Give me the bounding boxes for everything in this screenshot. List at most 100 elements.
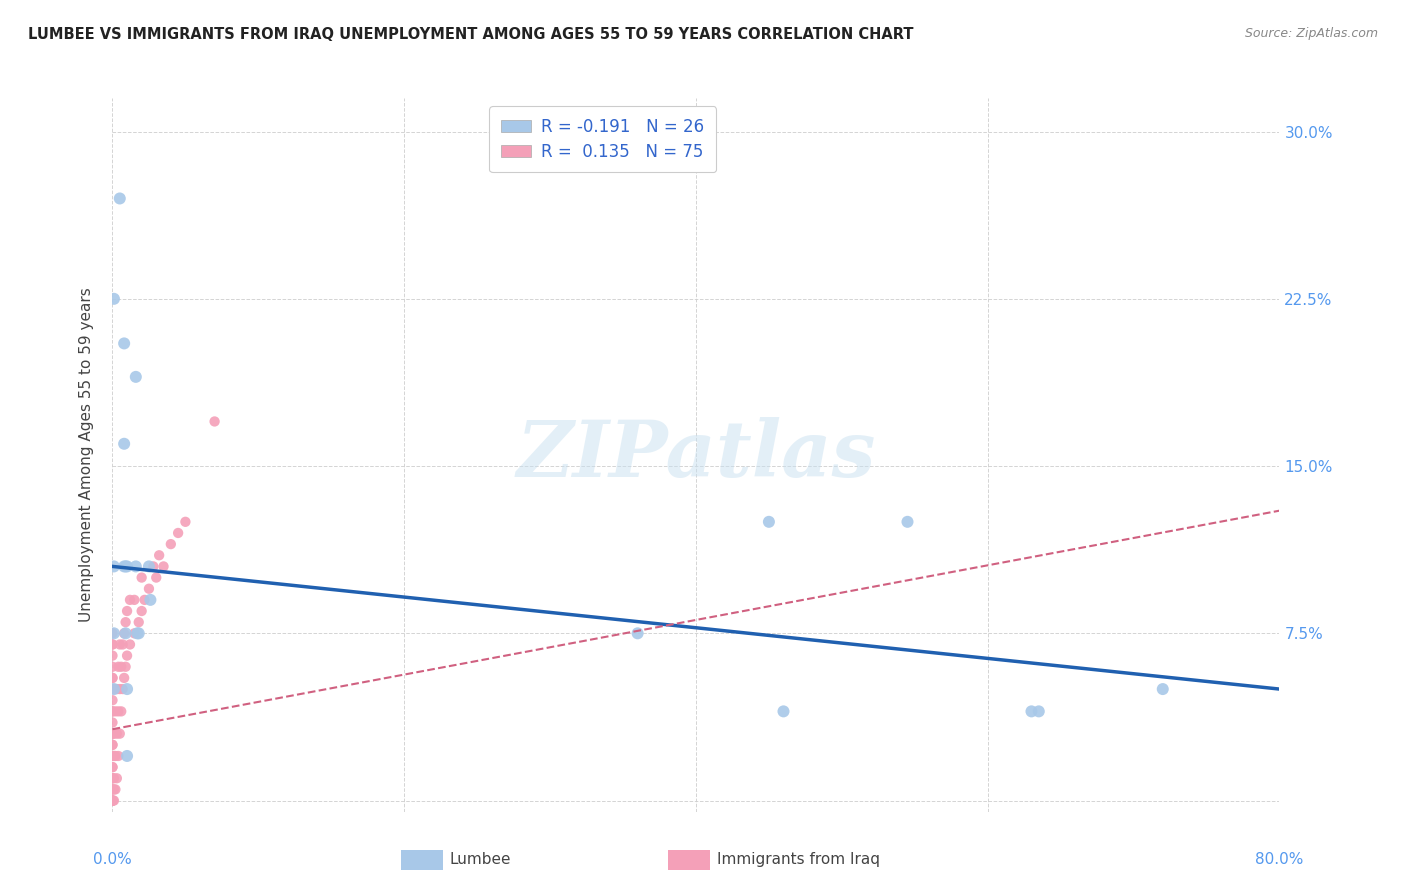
Point [101,738,124,752]
Point [118,592,141,607]
Point [107,705,129,719]
Point [114,615,136,630]
Y-axis label: Unemployment Among Ages 55 to 59 years: Unemployment Among Ages 55 to 59 years [79,287,94,623]
Point [103,794,125,808]
Point [896,515,918,529]
Point [101,681,124,696]
Point [112,626,135,640]
Text: Source: ZipAtlas.com: Source: ZipAtlas.com [1244,27,1378,40]
Point [101,782,124,797]
Text: 0.0%: 0.0% [93,852,132,867]
Point [114,559,136,574]
Point [101,726,124,740]
Point [101,693,124,707]
Point [115,559,138,574]
Legend: R = -0.191   N = 26, R =  0.135   N = 75: R = -0.191 N = 26, R = 0.135 N = 75 [489,106,716,172]
Point [105,726,128,740]
Point [101,749,124,764]
Point [145,571,167,585]
Point [101,705,124,719]
Point [104,749,127,764]
Text: Lumbee: Lumbee [450,853,512,867]
Point [103,681,125,696]
Point [115,604,138,618]
Point [101,760,124,774]
Point [103,782,125,797]
Point [103,681,125,696]
Point [758,515,780,529]
Point [103,771,125,786]
Point [110,660,132,674]
Point [108,726,131,740]
Point [1152,681,1174,696]
Point [108,681,131,696]
Point [101,671,124,685]
Point [103,726,125,740]
Point [124,626,146,640]
Point [101,648,124,663]
Point [138,582,160,596]
Point [101,749,124,764]
Point [103,749,125,764]
Point [167,526,190,541]
Point [101,771,124,786]
Point [204,414,226,428]
Point [101,715,124,730]
Point [101,794,124,808]
Point [112,436,135,450]
Point [101,794,124,808]
Point [152,559,174,574]
Point [131,604,153,618]
Point [1028,705,1050,719]
Point [104,782,127,797]
Point [103,626,125,640]
Point [110,705,132,719]
Point [101,738,124,752]
Point [101,794,124,808]
Point [128,626,150,640]
Point [125,559,148,574]
Point [103,292,125,306]
Point [108,637,131,651]
Point [626,626,648,640]
Point [124,592,146,607]
Point [105,771,128,786]
Point [101,660,124,674]
Point [114,660,136,674]
Point [174,515,197,529]
Point [115,648,138,663]
Point [101,681,124,696]
Point [107,749,129,764]
Point [101,794,124,808]
Text: ZIPatlas: ZIPatlas [516,417,876,493]
Point [772,705,794,719]
Point [125,369,148,384]
Point [101,760,124,774]
Point [101,671,124,685]
Point [112,671,135,685]
Point [142,559,165,574]
Point [101,626,124,640]
Point [148,548,170,563]
Point [101,726,124,740]
Point [115,749,138,764]
Point [111,681,134,696]
Point [131,571,153,585]
Point [105,681,128,696]
Text: LUMBEE VS IMMIGRANTS FROM IRAQ UNEMPLOYMENT AMONG AGES 55 TO 59 YEARS CORRELATIO: LUMBEE VS IMMIGRANTS FROM IRAQ UNEMPLOYM… [28,27,914,42]
Point [103,559,125,574]
Point [1021,705,1043,719]
Point [107,660,129,674]
Text: Immigrants from Iraq: Immigrants from Iraq [717,853,880,867]
Point [101,794,124,808]
Point [111,637,134,651]
Point [115,681,138,696]
Point [101,771,124,786]
Point [101,637,124,651]
Point [134,592,156,607]
Point [112,559,135,574]
Point [118,637,141,651]
Point [112,336,135,351]
Point [101,705,124,719]
Point [104,705,127,719]
